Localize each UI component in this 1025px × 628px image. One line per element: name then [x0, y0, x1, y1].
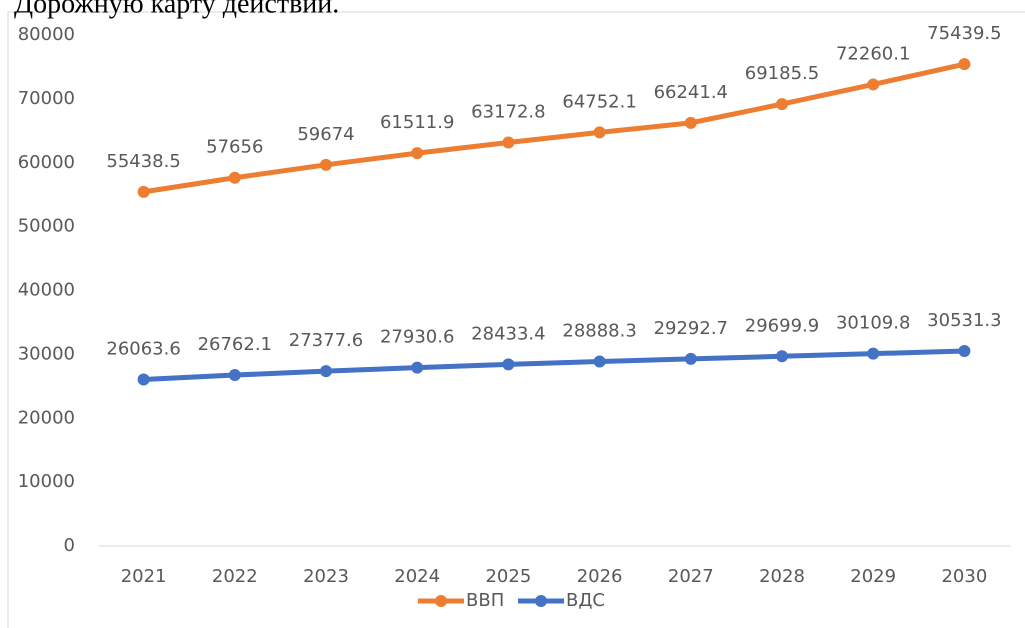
x-tick-label: 2022: [212, 566, 258, 587]
data-label: 69185.5: [745, 63, 819, 84]
data-label: 55438.5: [106, 151, 180, 172]
data-label: 26063.6: [106, 339, 180, 360]
chart-frame: [7, 11, 1025, 628]
point: [958, 344, 971, 357]
point: [502, 358, 515, 371]
document-text: Дорожную карту действий.: [14, 0, 339, 19]
x-tick-label: 2021: [121, 566, 167, 587]
x-tick-label: 2027: [668, 566, 714, 587]
x-tick-label: 2026: [577, 566, 623, 587]
point: [320, 365, 332, 378]
point: [958, 58, 971, 71]
data-label: 72260.1: [836, 43, 910, 64]
x-tick-label: 2023: [303, 566, 349, 587]
point: [684, 116, 697, 129]
data-label: 57656: [206, 137, 263, 158]
point: [867, 347, 880, 360]
data-label: 63172.8: [471, 101, 545, 122]
y-tick-label: 70000: [18, 88, 75, 109]
legend-marker: [535, 595, 547, 607]
point: [776, 350, 788, 363]
point: [137, 373, 150, 386]
y-tick-label: 60000: [18, 152, 75, 173]
data-label: 29699.9: [745, 315, 819, 336]
x-tick-label: 2025: [485, 566, 531, 587]
point: [411, 361, 424, 374]
point: [320, 158, 332, 171]
data-label: 64752.1: [562, 91, 636, 112]
data-label: 27377.6: [289, 330, 363, 351]
x-tick-label: 2028: [759, 566, 805, 587]
legend-label: ВВП: [466, 590, 504, 611]
point: [502, 136, 515, 149]
x-tick-label: 2029: [850, 566, 896, 587]
data-label: 28888.3: [562, 320, 636, 341]
data-label: 61511.9: [380, 112, 454, 133]
data-label: 30109.8: [836, 313, 910, 334]
data-label: 66241.4: [654, 82, 728, 103]
data-label: 30531.3: [927, 310, 1001, 331]
point: [228, 171, 241, 184]
y-tick-label: 0: [64, 535, 75, 556]
y-tick-label: 30000: [18, 343, 75, 364]
point: [228, 369, 241, 382]
point: [867, 78, 880, 91]
data-label: 59674: [297, 124, 354, 145]
point: [137, 185, 150, 198]
y-tick-label: 40000: [18, 280, 75, 301]
series-line: [143, 61, 965, 195]
point: [684, 352, 697, 365]
data-label: 75439.5: [927, 23, 1001, 44]
point: [411, 147, 424, 160]
legend-marker: [435, 595, 447, 607]
point: [776, 98, 788, 111]
data-label: 28433.4: [471, 323, 545, 344]
point: [593, 355, 606, 368]
data-label: 27930.6: [380, 327, 454, 348]
series-line: [143, 348, 965, 383]
y-tick-label: 80000: [18, 24, 75, 45]
x-tick-label: 2024: [394, 566, 440, 587]
y-tick-label: 10000: [18, 471, 75, 492]
data-label: 29292.7: [654, 318, 728, 339]
y-tick-label: 50000: [18, 216, 75, 237]
data-label: 26762.1: [198, 334, 272, 355]
point: [593, 126, 606, 139]
x-tick-label: 2030: [941, 566, 987, 587]
legend-label: ВДС: [566, 590, 605, 611]
y-tick-label: 20000: [18, 407, 75, 428]
